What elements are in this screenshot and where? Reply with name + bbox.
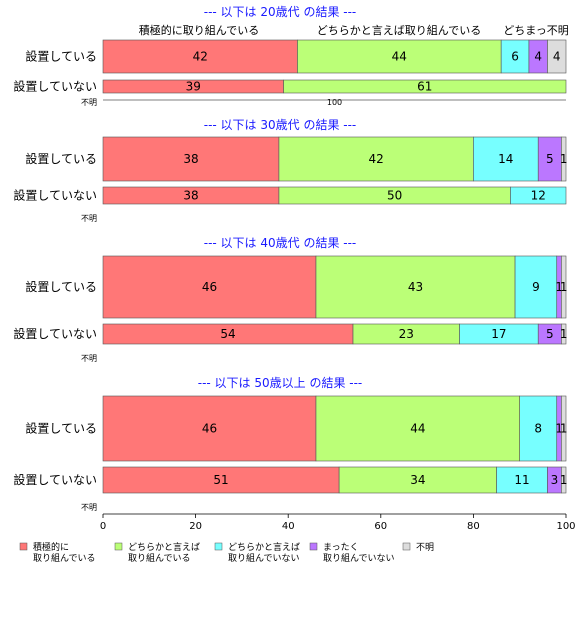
data-label: 6: [511, 50, 519, 64]
legend-swatch: [309, 542, 318, 551]
data-label: 14: [498, 152, 513, 166]
row-label: 設置している: [25, 421, 97, 436]
data-label: 38: [183, 189, 198, 203]
bar-segment: [297, 39, 502, 74]
data-label: 3: [551, 473, 559, 487]
unknown-row-label: 不明: [81, 503, 97, 512]
bar-segment: [519, 395, 558, 462]
data-label: 9: [532, 280, 540, 294]
bar-segment: [278, 136, 474, 182]
data-label: 44: [410, 422, 425, 436]
category-header: どちらかと言えば取り組んでいる: [317, 24, 481, 37]
data-label: 43: [408, 280, 423, 294]
bar-segment: [561, 466, 567, 494]
row-label: 設置していない: [13, 472, 97, 487]
data-label: 54: [220, 327, 235, 341]
data-label: 61: [417, 80, 432, 94]
bar-segment: [561, 323, 567, 345]
x-tick-label: 40: [282, 521, 295, 532]
data-label: 46: [202, 280, 217, 294]
bar-segment: [473, 136, 539, 182]
legend-swatch: [214, 542, 223, 551]
bar-segment: [561, 136, 567, 182]
data-label: 4: [534, 50, 542, 64]
data-label: 42: [369, 152, 384, 166]
unknown-row-value: 100: [327, 98, 342, 107]
row-label: 設置している: [25, 151, 97, 166]
data-label: 5: [546, 152, 554, 166]
x-tick-label: 60: [374, 521, 387, 532]
data-label: 44: [392, 50, 407, 64]
data-label: 12: [531, 189, 546, 203]
legend-label: どちらかと言えば: [128, 541, 200, 553]
panel-title: --- 以下は 30歳代 の結果 ---: [204, 118, 357, 132]
bar-segment: [338, 466, 497, 494]
category-header: 積極的に取り組んでいる: [139, 23, 259, 37]
x-tick-label: 20: [189, 521, 202, 532]
data-label: 34: [410, 473, 425, 487]
legend-swatch: [402, 542, 411, 551]
legend-label: 積極的に: [33, 541, 69, 553]
x-tick-label: 80: [467, 521, 480, 532]
unknown-row-label: 不明: [81, 98, 97, 107]
data-label: 1: [560, 422, 568, 436]
panel-title: --- 以下は 50歳以上 の結果 ---: [198, 376, 363, 390]
x-tick-label: 0: [100, 521, 106, 532]
panel-title: --- 以下は 20歳代 の結果 ---: [204, 5, 357, 19]
row-label: 設置していない: [13, 326, 97, 341]
bar-segment: [102, 39, 298, 74]
data-label: 1: [560, 327, 568, 341]
legend-label: 不明: [416, 542, 434, 553]
row-label: 設置している: [25, 279, 97, 294]
unknown-row-label: 不明: [81, 214, 97, 223]
data-label: 23: [399, 327, 414, 341]
legend-label: 取り組んでいる: [128, 552, 191, 564]
data-label: 1: [555, 422, 563, 436]
data-label: 46: [202, 422, 217, 436]
legend-label: 取り組んでいない: [323, 552, 395, 564]
legend-label: どちらかと言えば: [228, 541, 300, 553]
data-label: 5: [546, 327, 554, 341]
data-label: 1: [555, 280, 563, 294]
legend-label: 取り組んでいない: [228, 552, 300, 564]
data-label: 51: [213, 473, 228, 487]
bar-segment: [283, 79, 567, 94]
data-label: 1: [560, 473, 568, 487]
data-label: 11: [514, 473, 529, 487]
panel-title: --- 以下は 40歳代 の結果 ---: [204, 236, 357, 250]
data-label: 39: [186, 80, 201, 94]
data-label: 4: [553, 50, 561, 64]
bar-segment: [500, 39, 530, 74]
row-label: 設置している: [25, 49, 97, 64]
legend-label: 取り組んでいる: [33, 552, 96, 564]
bar-segment: [315, 395, 521, 462]
data-label: 50: [387, 189, 402, 203]
data-label: 38: [183, 152, 198, 166]
data-label: 1: [560, 280, 568, 294]
row-label: 設置していない: [13, 79, 97, 94]
bar-segment: [102, 395, 317, 462]
data-label: 17: [491, 327, 506, 341]
data-label: 42: [193, 50, 208, 64]
x-tick-label: 100: [556, 521, 575, 532]
bar-segment: [315, 255, 516, 319]
bar-segment: [561, 255, 567, 319]
data-label: 8: [534, 422, 542, 436]
legend-label: まったく: [323, 542, 359, 553]
legend-swatch: [114, 542, 123, 551]
bar-segment: [510, 186, 567, 205]
category-header: どちまっ不明: [503, 24, 569, 37]
bar-segment: [547, 39, 567, 74]
row-label: 設置していない: [13, 188, 97, 203]
legend-swatch: [19, 542, 28, 551]
bar-segment: [102, 136, 280, 182]
bar-segment: [561, 395, 567, 462]
unknown-row-label: 不明: [81, 354, 97, 363]
bar-segment: [102, 255, 317, 319]
data-label: 1: [560, 152, 568, 166]
bar-segment: [514, 255, 558, 319]
